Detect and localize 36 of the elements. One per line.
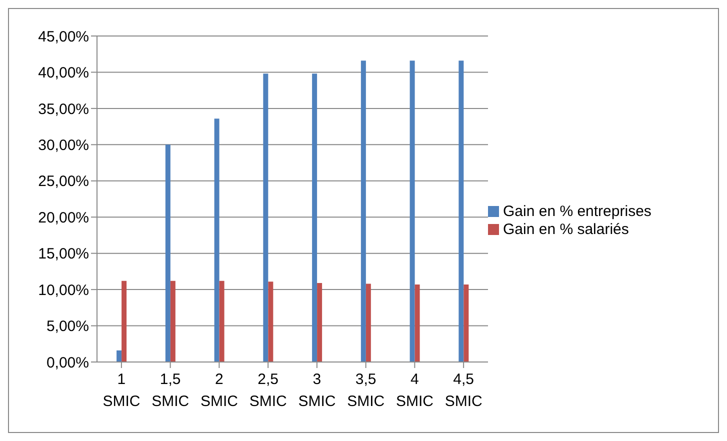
bar — [122, 280, 127, 362]
y-tick-label: 10,00% — [38, 282, 89, 299]
x-tick-label: 2 SMIC — [200, 371, 238, 410]
bar — [268, 282, 274, 362]
x-tick-label: 3,5 SMIC — [347, 371, 385, 410]
y-tick-label: 35,00% — [38, 100, 89, 118]
bar — [219, 280, 224, 362]
bar — [214, 118, 220, 362]
bar — [360, 60, 366, 362]
bar — [312, 74, 318, 362]
legend-label: Gain en % salariés — [503, 220, 629, 238]
bar — [458, 60, 464, 362]
y-tick-label: 5,00% — [46, 318, 89, 336]
bar — [165, 144, 170, 362]
y-tick-label: 40,00% — [38, 64, 89, 82]
y-tick-label: 20,00% — [38, 209, 89, 226]
y-tick-label: 30,00% — [38, 136, 89, 154]
bar — [410, 60, 415, 362]
bar — [170, 280, 176, 362]
y-tick-label: 0,00% — [46, 354, 89, 372]
bar — [366, 284, 371, 362]
x-tick-label: 1 SMIC — [102, 371, 140, 410]
y-tick-label: 25,00% — [38, 173, 89, 190]
bar — [116, 350, 122, 362]
bar — [414, 284, 420, 362]
legend-label: Gain en % entreprises — [503, 202, 652, 220]
x-tick-label: 4 SMIC — [396, 371, 434, 410]
x-tick-label: 3 SMIC — [298, 371, 336, 410]
y-tick-label: 15,00% — [38, 246, 89, 263]
bar — [317, 283, 322, 362]
x-tick-label: 4,5 SMIC — [444, 371, 482, 410]
bar — [263, 74, 268, 362]
y-tick-label: 45,00% — [38, 28, 89, 46]
x-tick-label: 1,5 SMIC — [152, 371, 190, 410]
bar — [464, 284, 469, 362]
x-tick-label: 2,5 SMIC — [249, 371, 287, 410]
